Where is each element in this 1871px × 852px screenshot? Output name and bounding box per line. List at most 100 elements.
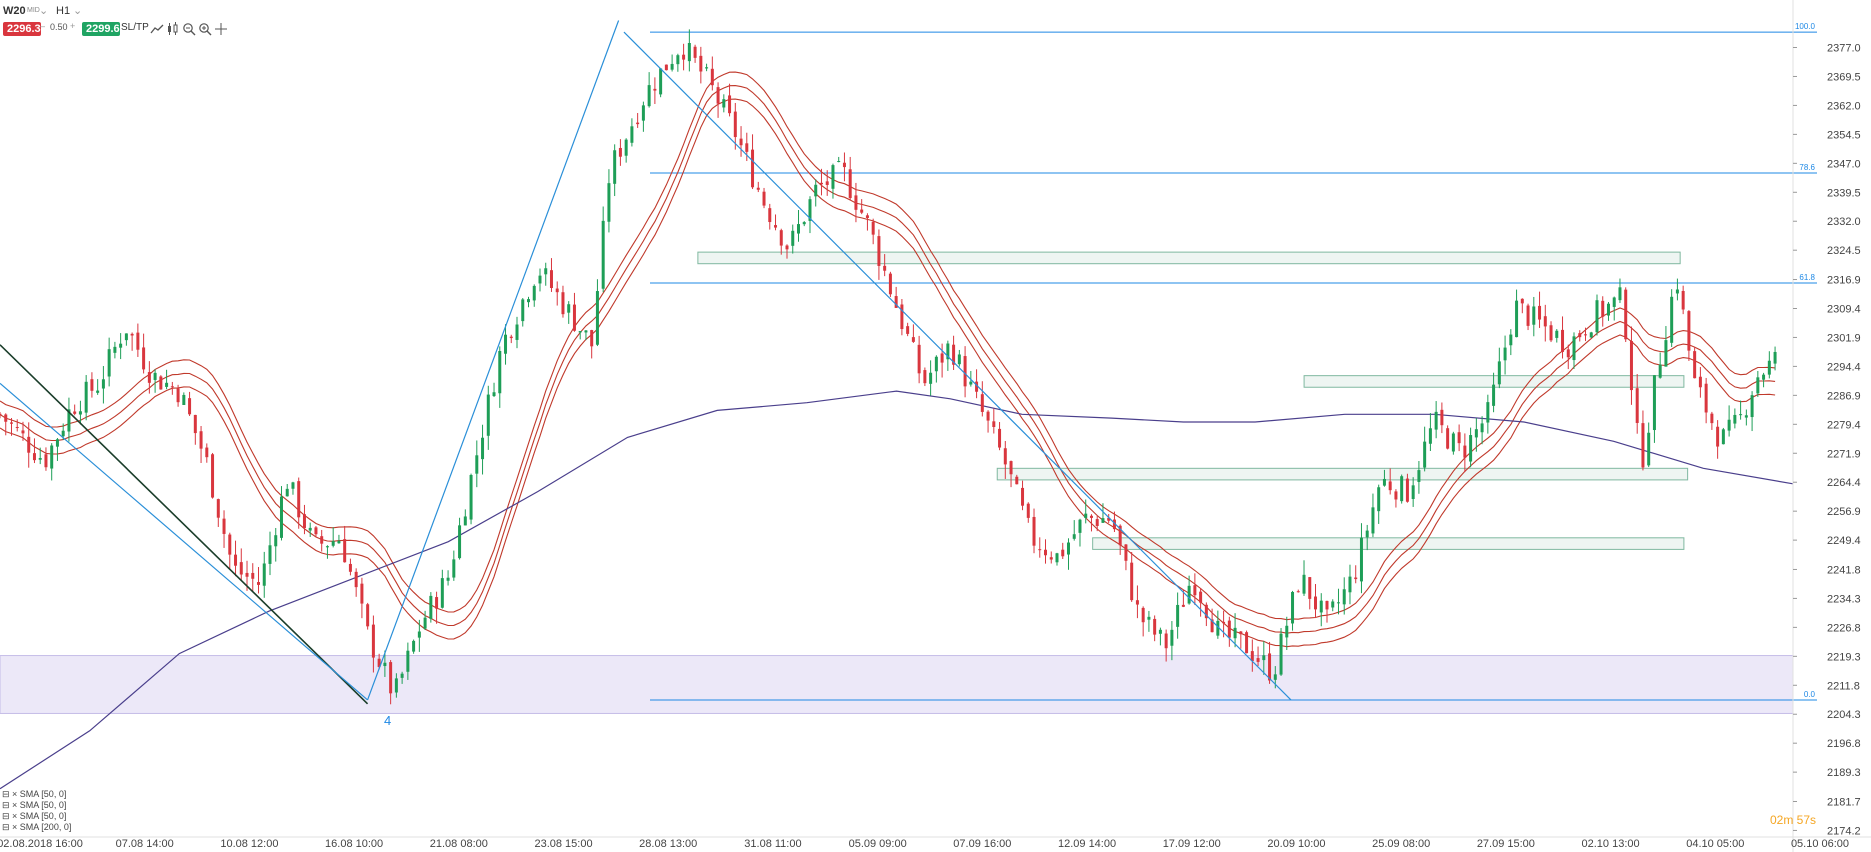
symbol-label[interactable]: W20 bbox=[3, 5, 26, 17]
candle-body bbox=[1595, 300, 1599, 333]
candle-body bbox=[469, 474, 473, 520]
legend-entry[interactable]: ⊟ × SMA [50, 0] bbox=[2, 800, 66, 810]
y-tick-label: 2181.7 bbox=[1827, 796, 1861, 808]
candle-chart-icon[interactable] bbox=[166, 22, 180, 36]
candle-body bbox=[1227, 620, 1231, 638]
symbol-dropdown-icon[interactable]: ⌄ bbox=[39, 5, 49, 17]
sltp-button[interactable]: SL/TP bbox=[121, 22, 149, 33]
candle-body bbox=[239, 562, 243, 575]
candle-body bbox=[1371, 507, 1375, 534]
candle-body bbox=[572, 304, 576, 331]
candle-body bbox=[544, 268, 548, 275]
crosshair-icon[interactable] bbox=[214, 22, 228, 36]
lot-size-input[interactable]: 0.50 bbox=[50, 22, 68, 32]
candle-body bbox=[1055, 553, 1059, 563]
candle-body bbox=[170, 386, 174, 388]
candle-body bbox=[1021, 487, 1025, 506]
y-tick-label: 2271.9 bbox=[1827, 448, 1861, 460]
timeframe-dropdown-icon[interactable]: ⌄ bbox=[73, 5, 83, 17]
candle-body bbox=[216, 499, 220, 518]
candle-body bbox=[354, 571, 358, 588]
lot-plus-icon[interactable]: + bbox=[70, 21, 76, 31]
candle-body bbox=[1336, 602, 1340, 604]
candle-body bbox=[285, 488, 289, 497]
candle-body bbox=[929, 372, 933, 384]
candle-body bbox=[492, 392, 496, 397]
candle-body bbox=[1520, 298, 1524, 304]
candle-body bbox=[61, 430, 65, 437]
candle-body bbox=[234, 554, 238, 566]
candle-body bbox=[205, 447, 209, 458]
candle-body bbox=[1664, 340, 1668, 367]
y-tick-label: 2219.3 bbox=[1827, 651, 1861, 663]
legend-entry[interactable]: ⊟ × SMA [50, 0] bbox=[2, 789, 66, 799]
candle-body bbox=[1675, 289, 1679, 294]
candle-body bbox=[1216, 620, 1220, 636]
candle-body bbox=[67, 409, 71, 432]
x-tick-label: 21.08 08:00 bbox=[430, 838, 488, 850]
candle-body bbox=[601, 220, 605, 289]
zoom-in-icon[interactable] bbox=[198, 22, 212, 36]
candle-body bbox=[32, 453, 36, 461]
x-tick-label: 17.09 12:00 bbox=[1163, 838, 1221, 850]
candle-body bbox=[1446, 428, 1450, 449]
candle-body bbox=[291, 482, 295, 489]
fib-label-100.0: 100.0 bbox=[1795, 22, 1816, 31]
candle-body bbox=[1204, 604, 1208, 619]
candle-body bbox=[796, 224, 800, 234]
candle-body bbox=[1532, 306, 1536, 325]
candle-body bbox=[1727, 419, 1731, 431]
candle-body bbox=[1141, 607, 1145, 623]
candle-body bbox=[768, 208, 772, 223]
x-tick-label: 28.08 13:00 bbox=[639, 838, 697, 850]
candle-body bbox=[1641, 423, 1645, 468]
timeframe-label[interactable]: H1 bbox=[56, 5, 71, 17]
zoom-out-icon[interactable] bbox=[182, 22, 196, 36]
candle-body bbox=[538, 275, 542, 284]
candle-body bbox=[779, 230, 783, 246]
buy-price-button[interactable]: 2299.6 bbox=[82, 22, 120, 36]
lot-minus-icon[interactable]: – bbox=[40, 21, 46, 31]
candle-body bbox=[452, 559, 456, 578]
candle-body bbox=[1618, 287, 1622, 301]
candle-body bbox=[814, 184, 818, 197]
candle-body bbox=[1124, 544, 1128, 561]
candle-body bbox=[515, 324, 519, 340]
candle-body bbox=[1382, 478, 1386, 486]
sell-price-button[interactable]: 2296.3 bbox=[3, 22, 41, 36]
candle-body bbox=[1296, 591, 1300, 593]
candle-body bbox=[1480, 423, 1484, 433]
line-chart-icon[interactable] bbox=[150, 22, 164, 36]
candle-body bbox=[785, 245, 789, 250]
y-tick-label: 2339.5 bbox=[1827, 187, 1861, 199]
candle-body bbox=[1394, 491, 1398, 500]
candle-body bbox=[934, 356, 938, 372]
candle-body bbox=[1583, 334, 1587, 336]
candle-body bbox=[1555, 330, 1559, 338]
legend-entry[interactable]: ⊟ × SMA [200, 0] bbox=[2, 822, 71, 832]
candle-body bbox=[222, 518, 226, 534]
candle-body bbox=[274, 535, 278, 547]
candle-body bbox=[653, 88, 657, 91]
candle-body bbox=[1400, 476, 1404, 502]
candle-body bbox=[84, 381, 88, 413]
candle-body bbox=[1044, 549, 1048, 556]
candle-body bbox=[1354, 577, 1358, 580]
candle-body bbox=[1457, 432, 1461, 444]
x-tick-label: 31.08 11:00 bbox=[744, 838, 801, 850]
candle-body bbox=[4, 414, 8, 422]
candle-body bbox=[1606, 303, 1610, 316]
candle-body bbox=[1658, 364, 1662, 378]
candle-body bbox=[1181, 604, 1185, 607]
y-tick-label: 2189.3 bbox=[1827, 767, 1861, 779]
candle-body bbox=[1319, 600, 1323, 613]
sma50-line-0 bbox=[0, 85, 1776, 634]
candle-body bbox=[38, 458, 42, 460]
y-tick-label: 2377.0 bbox=[1827, 43, 1861, 55]
x-tick-label: 25.09 08:00 bbox=[1372, 838, 1430, 850]
candle-body bbox=[1268, 653, 1272, 681]
legend-entry[interactable]: ⊟ × SMA [50, 0] bbox=[2, 811, 66, 821]
y-tick-label: 2324.5 bbox=[1827, 245, 1861, 257]
candle-body bbox=[159, 376, 163, 390]
